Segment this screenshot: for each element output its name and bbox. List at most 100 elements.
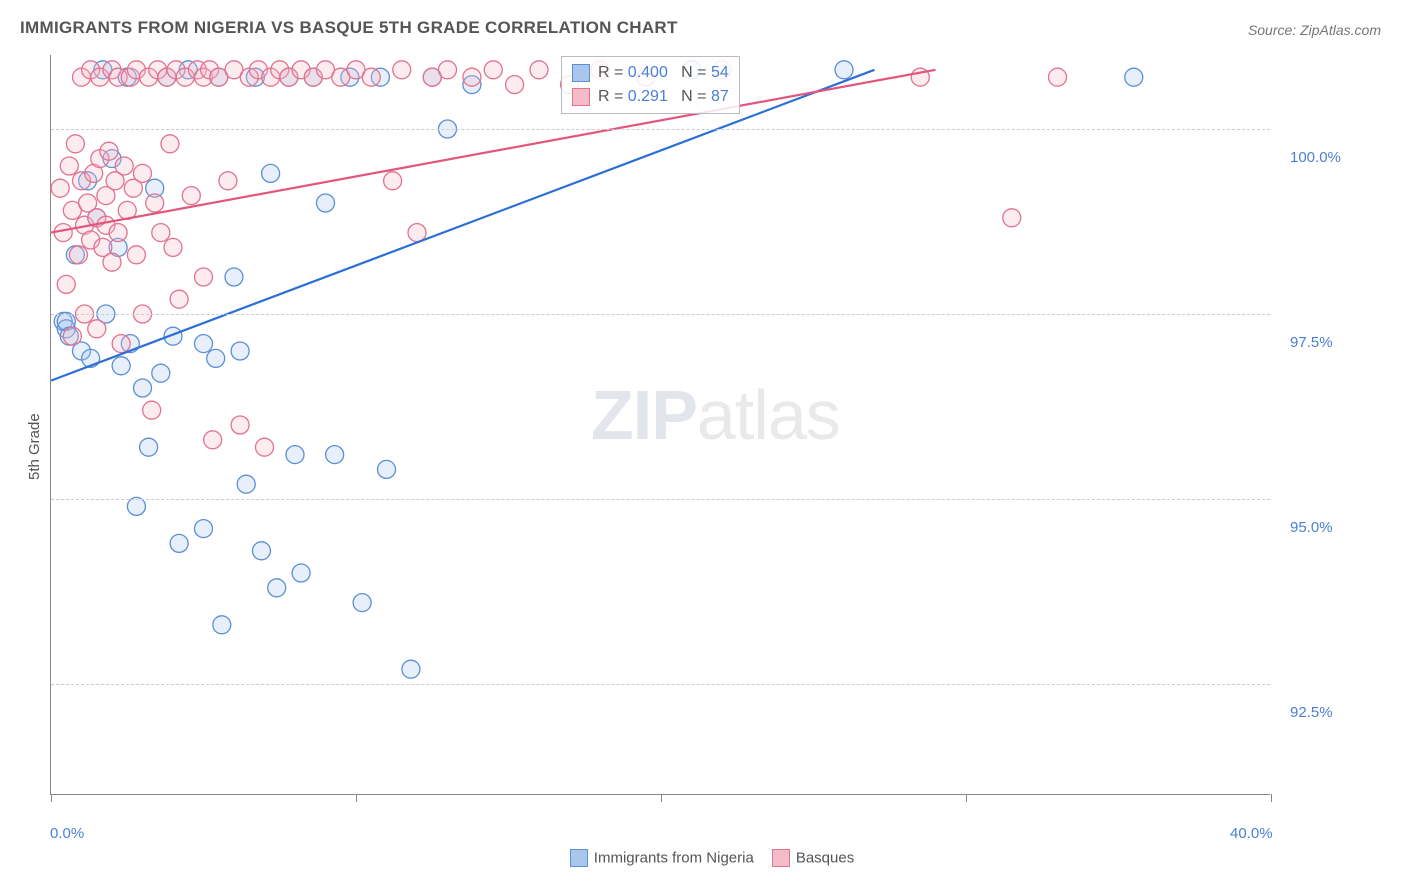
data-point <box>292 564 310 582</box>
legend-bottom: Immigrants from Nigeria Basques <box>0 849 1406 867</box>
x-tick-mark <box>661 794 662 802</box>
stat-key: N = <box>668 88 711 105</box>
legend-label: Basques <box>796 850 854 867</box>
data-point <box>402 660 420 678</box>
x-tick-label: 40.0% <box>1230 825 1273 842</box>
data-point <box>506 76 524 94</box>
data-point <box>393 61 411 79</box>
x-tick-mark <box>51 794 52 802</box>
data-point <box>152 224 170 242</box>
data-point <box>134 164 152 182</box>
data-point <box>207 349 225 367</box>
data-point <box>140 438 158 456</box>
y-tick-label: 97.5% <box>1290 334 1333 351</box>
stat-n-value: 87 <box>711 88 729 105</box>
data-point <box>353 594 371 612</box>
chart-container: { "title": "IMMIGRANTS FROM NIGERIA VS B… <box>0 0 1406 892</box>
data-point <box>109 224 127 242</box>
stat-key: N = <box>668 64 711 81</box>
data-point <box>252 542 270 560</box>
data-point <box>1003 209 1021 227</box>
data-point <box>530 61 548 79</box>
stat-r-value: 0.400 <box>628 64 668 81</box>
data-point <box>317 194 335 212</box>
y-tick-label: 100.0% <box>1290 149 1341 166</box>
data-point <box>170 534 188 552</box>
data-point <box>286 446 304 464</box>
data-point <box>463 68 481 86</box>
regression-line <box>51 70 936 233</box>
y-axis-label: 5th Grade <box>26 413 43 480</box>
data-point <box>170 290 188 308</box>
correlation-stat-box: R = 0.400 N = 54R = 0.291 N = 87 <box>561 56 740 114</box>
x-tick-label: 0.0% <box>50 825 84 842</box>
data-point <box>152 364 170 382</box>
data-point <box>88 320 106 338</box>
gridline-h <box>51 314 1270 315</box>
legend-label: Immigrants from Nigeria <box>594 850 754 867</box>
data-point <box>1049 68 1067 86</box>
data-point <box>143 401 161 419</box>
legend-swatch <box>572 64 590 82</box>
data-point <box>231 342 249 360</box>
data-point <box>57 275 75 293</box>
stat-r-value: 0.291 <box>628 88 668 105</box>
data-point <box>378 460 396 478</box>
data-point <box>268 579 286 597</box>
data-point <box>112 357 130 375</box>
data-point <box>262 164 280 182</box>
x-tick-mark <box>356 794 357 802</box>
data-point <box>1125 68 1143 86</box>
data-point <box>115 157 133 175</box>
data-point <box>127 497 145 515</box>
data-point <box>103 253 121 271</box>
source-attribution: Source: ZipAtlas.com <box>1248 22 1381 38</box>
data-point <box>51 179 69 197</box>
data-point <box>213 616 231 634</box>
gridline-h <box>51 684 1270 685</box>
data-point <box>326 446 344 464</box>
gridline-h <box>51 129 1270 130</box>
data-point <box>484 61 502 79</box>
data-point <box>256 438 274 456</box>
stat-key: R = <box>598 88 628 105</box>
data-point <box>100 142 118 160</box>
data-point <box>127 246 145 264</box>
data-point <box>69 246 87 264</box>
data-point <box>195 268 213 286</box>
legend-swatch <box>570 849 588 867</box>
stat-n-value: 54 <box>711 64 729 81</box>
gridline-h <box>51 499 1270 500</box>
legend-swatch <box>772 849 790 867</box>
data-point <box>112 335 130 353</box>
y-tick-label: 95.0% <box>1290 519 1333 536</box>
x-tick-mark <box>966 794 967 802</box>
data-point <box>237 475 255 493</box>
chart-title: IMMIGRANTS FROM NIGERIA VS BASQUE 5TH GR… <box>20 18 678 38</box>
data-point <box>439 61 457 79</box>
data-point <box>219 172 237 190</box>
regression-line <box>51 70 875 381</box>
x-tick-mark <box>1271 794 1272 802</box>
data-point <box>384 172 402 190</box>
stat-row: R = 0.400 N = 54 <box>572 61 729 85</box>
data-point <box>146 194 164 212</box>
data-point <box>164 238 182 256</box>
legend-swatch <box>572 88 590 106</box>
data-point <box>66 135 84 153</box>
data-point <box>195 520 213 538</box>
data-point <box>63 327 81 345</box>
data-point <box>835 61 853 79</box>
data-point <box>60 157 78 175</box>
stat-row: R = 0.291 N = 87 <box>572 85 729 109</box>
data-point <box>225 268 243 286</box>
plot-area: ZIPatlas R = 0.400 N = 54R = 0.291 N = 8… <box>50 55 1270 795</box>
data-point <box>195 335 213 353</box>
data-point <box>204 431 222 449</box>
data-point <box>134 379 152 397</box>
stat-key: R = <box>598 64 628 81</box>
data-point <box>161 135 179 153</box>
data-point <box>231 416 249 434</box>
y-tick-label: 92.5% <box>1290 704 1333 721</box>
data-point <box>362 68 380 86</box>
